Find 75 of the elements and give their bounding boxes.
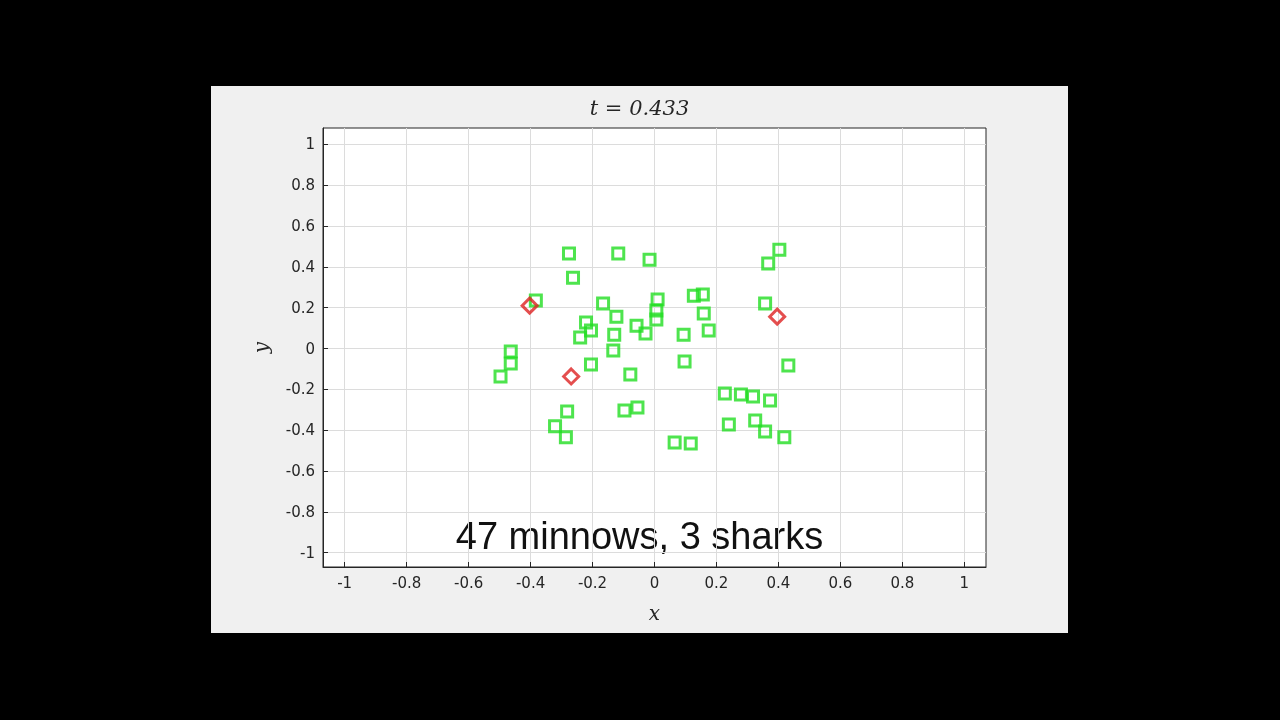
point [649, 312, 664, 327]
point [650, 292, 665, 307]
y-tick-label: -0.6 [285, 462, 315, 481]
point [493, 369, 508, 384]
point [596, 296, 611, 311]
x-tick-label: 0.6 [828, 573, 853, 592]
point [649, 303, 664, 318]
point [579, 315, 594, 330]
y-tick-label: -1 [300, 543, 315, 562]
point [721, 417, 736, 432]
x-tick-label: -1 [337, 573, 353, 592]
x-tick-label: -0.4 [515, 573, 546, 592]
point [607, 327, 622, 342]
point [667, 435, 682, 450]
point [717, 386, 732, 401]
x-tick-label: -0.2 [577, 573, 608, 592]
point [629, 318, 644, 333]
point [520, 296, 539, 315]
y-axis-title: y [249, 341, 273, 355]
x-tick-label: 0.4 [766, 573, 791, 592]
point [642, 252, 657, 267]
x-tick-label: 0.8 [890, 573, 915, 592]
point [781, 358, 796, 373]
point [609, 309, 624, 324]
x-tick-label: 0.2 [704, 573, 729, 592]
point [630, 400, 645, 415]
point [677, 354, 692, 369]
point [701, 323, 716, 338]
point [758, 296, 773, 311]
point [503, 356, 518, 371]
point [733, 387, 748, 402]
x-tick-label: 1 [959, 573, 970, 592]
y-tick-label: -0.8 [285, 502, 315, 521]
point [583, 323, 598, 338]
y-tick-label: -0.4 [285, 421, 315, 440]
point [683, 436, 698, 451]
y-tick-label: 0 [305, 339, 315, 358]
point [606, 343, 621, 358]
annotation: 47 minnows, 3 sharks [455, 515, 824, 557]
point [558, 430, 573, 445]
point [583, 357, 598, 372]
point [746, 389, 761, 404]
x-axis-title: x [648, 601, 661, 625]
chart-title: t = 0.433 [589, 95, 690, 120]
point [761, 256, 776, 271]
x-tick-label: -0.8 [392, 573, 422, 592]
point [763, 393, 778, 408]
point [611, 246, 626, 261]
y-tick-label: -0.2 [285, 380, 315, 399]
point [548, 419, 563, 434]
x-tick-label: 0 [649, 573, 660, 592]
point [772, 242, 787, 257]
y-tick-label: 1 [305, 135, 315, 154]
y-tick-label: 0.8 [291, 176, 315, 195]
point [695, 287, 710, 302]
point [561, 246, 576, 261]
point [758, 424, 773, 439]
point [562, 367, 581, 386]
point [777, 430, 792, 445]
point [638, 326, 653, 341]
y-tick-label: 0.6 [291, 217, 315, 236]
y-tick-label: 0.4 [291, 257, 315, 276]
point [748, 413, 763, 428]
x-tick-label: -0.6 [453, 573, 484, 592]
point [566, 270, 581, 285]
point [686, 288, 701, 303]
point [617, 403, 632, 418]
point [573, 330, 588, 345]
point [503, 344, 518, 359]
point [768, 307, 787, 326]
point [560, 404, 575, 419]
y-tick-label: 0.2 [291, 298, 315, 317]
point [696, 306, 711, 321]
point [623, 367, 638, 382]
point [676, 327, 691, 342]
